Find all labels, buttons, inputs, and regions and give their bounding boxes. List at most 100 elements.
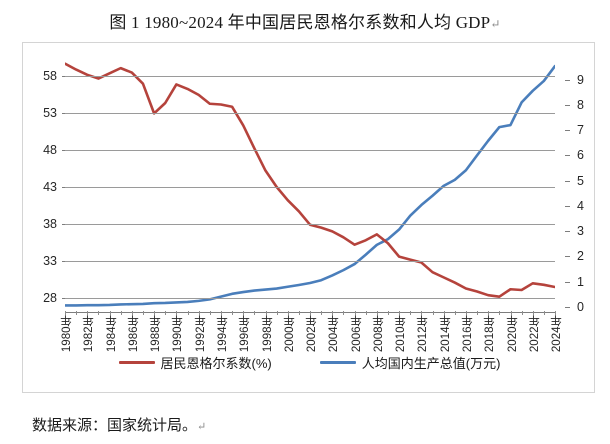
legend-swatch-engel — [118, 361, 155, 364]
x-tickmark-1996 — [243, 311, 245, 315]
y-tick-right-7: 7 — [577, 122, 584, 137]
y-tickmark-left-53 — [62, 112, 67, 114]
y-tickmark-left-28 — [62, 298, 67, 300]
x-tickmark-2012 — [421, 311, 423, 315]
gridline-38 — [65, 224, 555, 225]
source-note-text: 数据来源：国家统计局。 — [32, 418, 198, 434]
y-tick-left-28: 28 — [43, 290, 57, 305]
x-tickmark-2019 — [499, 311, 501, 315]
y-tick-left-48: 48 — [43, 142, 57, 157]
x-tickmark-2014 — [443, 311, 445, 315]
x-tickmark-2015 — [454, 311, 456, 315]
paragraph-mark-icon: ↵ — [490, 17, 501, 31]
x-tickmark-1999 — [276, 311, 278, 315]
chart-container: 28 33 38 43 48 53 58 0 1 2 3 4 5 6 7 8 9 1980年 1982年 1984… — [22, 42, 595, 393]
paragraph-mark-icon-2: ↵ — [197, 421, 207, 433]
x-tickmark-1989 — [165, 311, 167, 315]
source-note: 数据来源：国家统计局。↵ — [32, 414, 206, 435]
legend-item-engel[interactable]: 居民恩格尔系数(%) — [118, 353, 272, 372]
x-tickmark-1984 — [109, 311, 111, 315]
x-tickmark-2010 — [399, 311, 401, 315]
x-axis: 1980年 1982年 1984年 1986年 1988年 1990年 1992年 1994年… — [61, 311, 563, 381]
x-tick-label-1994: 1994年 — [216, 315, 229, 353]
x-tickmark-2021 — [521, 311, 523, 315]
x-tickmark-1981 — [76, 311, 78, 315]
plot-area — [65, 57, 555, 313]
x-tickmark-1986 — [131, 311, 133, 315]
line-gdp — [65, 64, 555, 307]
y-tickmark-left-43 — [62, 186, 67, 188]
x-tick-label-2012: 2012年 — [417, 315, 430, 353]
y-tickmark-right-7 — [565, 130, 570, 132]
legend-label-engel: 居民恩格尔系数(%) — [160, 356, 272, 371]
x-tick-label-2022: 2022年 — [528, 315, 541, 353]
x-tickmark-1983 — [98, 311, 100, 315]
y-tick-right-2: 2 — [577, 249, 584, 264]
y-tickmark-right-9 — [565, 79, 570, 81]
y-axis-left: 28 33 38 43 48 53 58 — [23, 57, 67, 313]
y-tick-right-9: 9 — [577, 72, 584, 87]
x-tickmark-1982 — [87, 311, 89, 315]
x-tickmark-2003 — [321, 311, 323, 315]
legend-swatch-gdp — [319, 361, 356, 364]
x-tickmark-2024 — [555, 311, 556, 315]
y-tick-right-3: 3 — [577, 223, 584, 238]
x-tickmark-1991 — [187, 311, 189, 315]
x-tick-label-1992: 1992年 — [194, 315, 207, 353]
legend-item-gdp[interactable]: 人均国内生产总值(万元) — [319, 353, 501, 372]
gridline-58 — [65, 75, 555, 77]
x-tickmark-1980 — [65, 311, 66, 315]
y-tick-right-5: 5 — [577, 173, 584, 188]
y-tickmark-right-4 — [565, 205, 570, 207]
x-tickmark-2011 — [410, 311, 412, 315]
x-tick-label-1996: 1996年 — [239, 315, 252, 353]
x-tickmark-2000 — [287, 311, 289, 315]
x-tickmark-2006 — [354, 311, 356, 315]
x-tickmark-1995 — [232, 311, 233, 315]
y-tick-left-38: 38 — [43, 216, 57, 231]
x-tick-label-2020: 2020年 — [506, 315, 519, 353]
y-tick-left-33: 33 — [43, 253, 57, 268]
x-tick-label-2024: 2024年 — [551, 315, 563, 353]
x-tick-label-1980: 1980年 — [61, 315, 73, 353]
page-title: 图 1 1980~2024 年中国居民恩格尔系数和人均 GDP↵ — [0, 8, 610, 33]
x-tick-label-2016: 2016年 — [461, 315, 474, 353]
gridline-33 — [65, 261, 555, 263]
x-tickmark-2001 — [298, 311, 300, 315]
y-tick-left-58: 58 — [43, 68, 57, 83]
x-tickmark-2023 — [543, 311, 545, 315]
x-tickmark-1985 — [120, 311, 122, 315]
x-tickmark-2009 — [388, 311, 389, 315]
chart-legend: 居民恩格尔系数(%) 人均国内生产总值(万元) — [23, 353, 596, 372]
y-tickmark-left-33 — [62, 261, 67, 263]
x-tick-label-2000: 2000年 — [283, 315, 296, 353]
x-tickmark-2018 — [488, 311, 490, 315]
x-tickmark-2017 — [477, 311, 478, 315]
x-tickmark-2022 — [532, 311, 534, 315]
x-tickmark-1988 — [154, 311, 156, 315]
x-tick-label-1982: 1982年 — [83, 315, 96, 353]
y-tickmark-right-8 — [565, 104, 570, 106]
gridline-43 — [65, 186, 555, 188]
x-tickmark-2004 — [332, 311, 334, 315]
x-tick-label-1984: 1984年 — [105, 315, 118, 353]
x-tickmark-1997 — [254, 311, 256, 315]
y-tick-left-43: 43 — [43, 179, 57, 194]
y-axis-right: 0 1 2 3 4 5 6 7 8 9 — [563, 57, 593, 313]
series-lines — [65, 62, 555, 307]
x-tick-label-2018: 2018年 — [484, 315, 497, 353]
x-tickmark-1993 — [209, 311, 211, 315]
x-tickmark-1990 — [176, 311, 178, 315]
gridline-28 — [65, 298, 555, 300]
x-tick-label-1986: 1986年 — [127, 315, 140, 353]
x-tickmark-2002 — [310, 311, 311, 315]
x-tickmark-1987 — [143, 311, 144, 315]
y-tickmark-right-2 — [565, 256, 570, 258]
y-tick-right-4: 4 — [577, 198, 584, 213]
y-tick-right-6: 6 — [577, 148, 584, 163]
x-tickmark-1998 — [265, 311, 267, 315]
x-tickmark-1994 — [220, 311, 222, 315]
x-tick-label-2002: 2002年 — [306, 315, 318, 353]
y-tickmark-left-58 — [62, 75, 67, 77]
legend-label-gdp: 人均国内生产总值(万元) — [361, 356, 501, 371]
